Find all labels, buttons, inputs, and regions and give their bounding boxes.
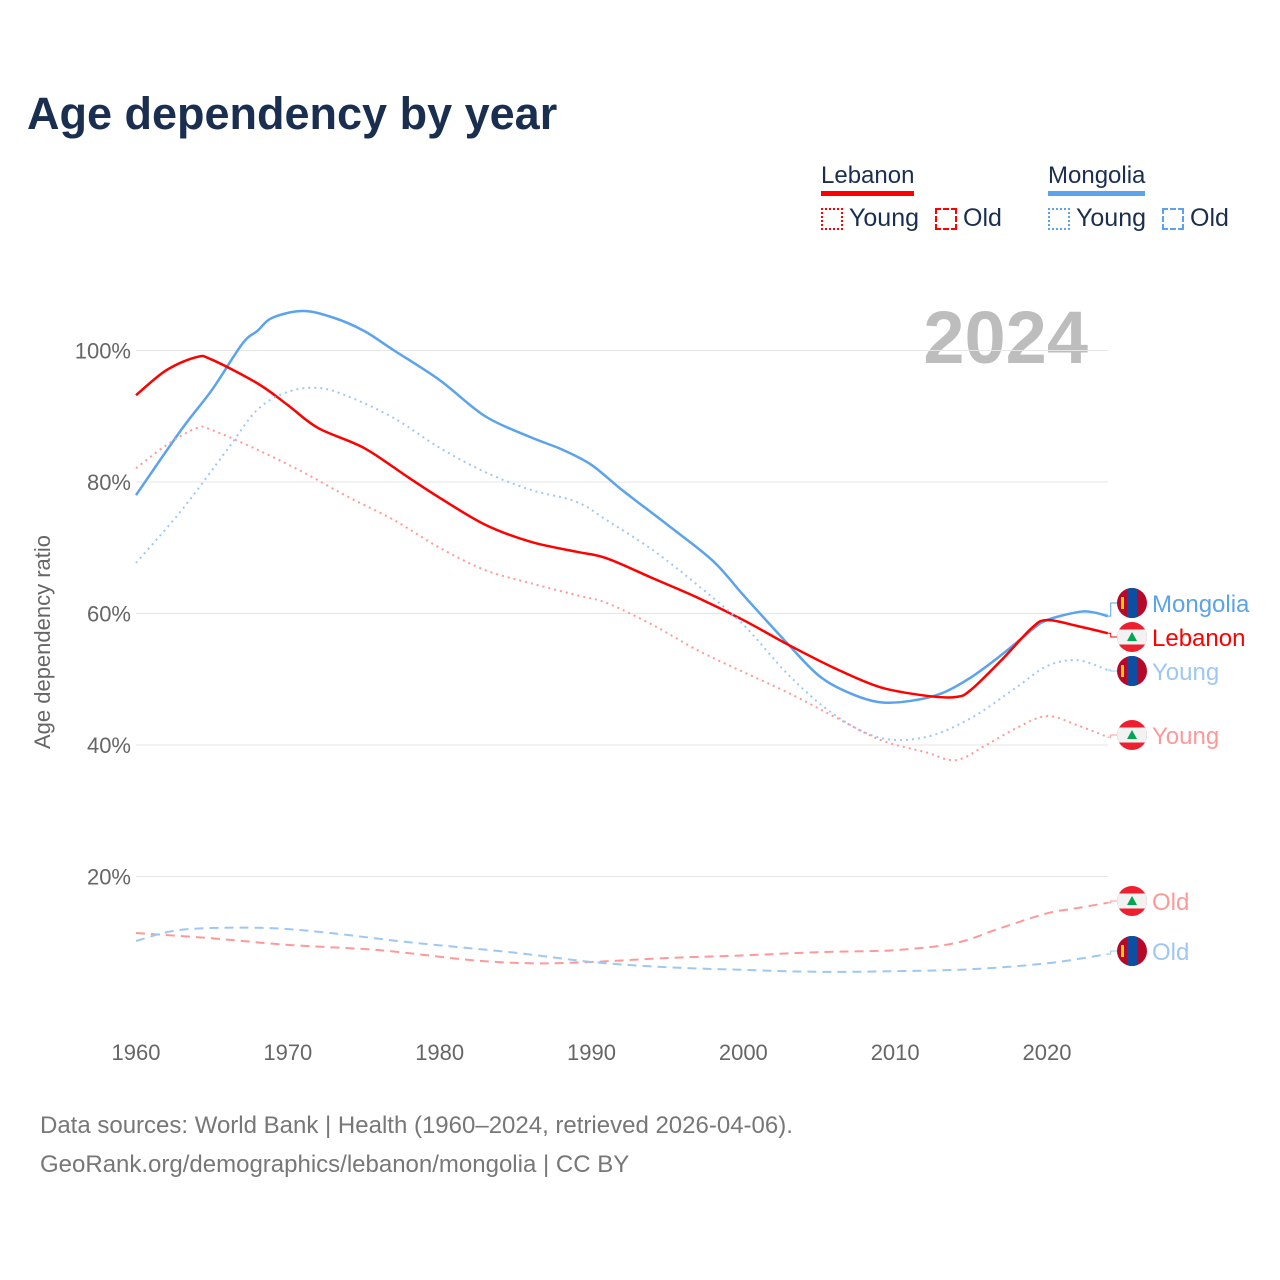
y-tick-label: 40% <box>87 733 131 758</box>
dotted-swatch-icon <box>821 207 843 230</box>
dashed-swatch-icon <box>935 207 957 230</box>
series-end-label: Young <box>1152 723 1219 750</box>
legend-lebanon: Lebanon Young Old <box>821 162 1002 233</box>
series-line-mongolia-young[interactable] <box>135 386 1109 742</box>
legend-country-lebanon[interactable]: Lebanon <box>821 162 915 196</box>
x-tick-label: 1980 <box>415 1040 464 1065</box>
chart-title: Age dependency by year <box>27 88 558 139</box>
x-tick-label: 1990 <box>567 1040 616 1065</box>
mongolia-flag-icon <box>1117 588 1147 618</box>
legend-item-lebanon-young[interactable]: Young <box>821 204 919 233</box>
x-tick-label: 2010 <box>871 1040 920 1065</box>
legend-item-mongolia-young[interactable]: Young <box>1048 204 1146 233</box>
dotted-swatch-icon <box>1048 207 1070 230</box>
legend-label: Old <box>1190 204 1229 232</box>
footer: Data sources: World Bank | Health (1960–… <box>40 1106 793 1184</box>
series-line-mongolia[interactable] <box>134 309 1109 705</box>
legend-label: Young <box>1076 204 1146 232</box>
label-connector <box>1107 950 1120 955</box>
label-connector <box>1107 900 1120 904</box>
label-connector <box>1107 734 1120 738</box>
series-end-label: Old <box>1152 889 1189 916</box>
legend-label: Young <box>849 204 919 232</box>
series-line-mongolia-old[interactable] <box>135 926 1108 973</box>
y-tick-label: 100% <box>75 339 131 364</box>
legend-item-lebanon-old[interactable]: Old <box>935 204 1002 233</box>
y-tick-label: 80% <box>87 470 131 495</box>
x-tick-label: 1970 <box>263 1040 312 1065</box>
label-connector <box>1107 602 1120 617</box>
series-end-label: Old <box>1152 939 1189 966</box>
series-end-label: Young <box>1152 659 1219 686</box>
legend-item-mongolia-old[interactable]: Old <box>1162 204 1229 233</box>
label-connector <box>1107 669 1120 672</box>
data-source: Data sources: World Bank | Health (1960–… <box>40 1112 793 1139</box>
series-end-label: Lebanon <box>1152 625 1245 652</box>
y-tick-label: 20% <box>87 865 131 890</box>
lebanon-flag-icon <box>1117 622 1147 652</box>
legend-country-mongolia[interactable]: Mongolia <box>1048 162 1146 196</box>
x-tick-label: 2020 <box>1023 1040 1072 1065</box>
series-line-lebanon-young[interactable] <box>135 425 1109 762</box>
mongolia-flag-icon <box>1117 656 1147 686</box>
series-line-lebanon[interactable] <box>135 354 1109 699</box>
y-tick-label: 60% <box>87 602 131 627</box>
current-year-display: 2024 <box>923 296 1088 379</box>
source-link[interactable]: GeoRank.org/demographics/lebanon/mongoli… <box>40 1151 630 1178</box>
legend-label: Old <box>963 204 1002 232</box>
lebanon-flag-icon <box>1117 886 1147 916</box>
legend-mongolia: Mongolia Young Old <box>1048 162 1229 233</box>
dashed-swatch-icon <box>1162 207 1184 230</box>
x-tick-label: 2000 <box>719 1040 768 1065</box>
lebanon-flag-icon <box>1117 720 1147 750</box>
series-end-label: Mongolia <box>1152 591 1250 618</box>
series-line-lebanon-old[interactable] <box>135 901 1108 965</box>
mongolia-flag-icon <box>1117 936 1147 966</box>
x-tick-label: 1960 <box>112 1040 161 1065</box>
label-connector <box>1107 632 1120 638</box>
